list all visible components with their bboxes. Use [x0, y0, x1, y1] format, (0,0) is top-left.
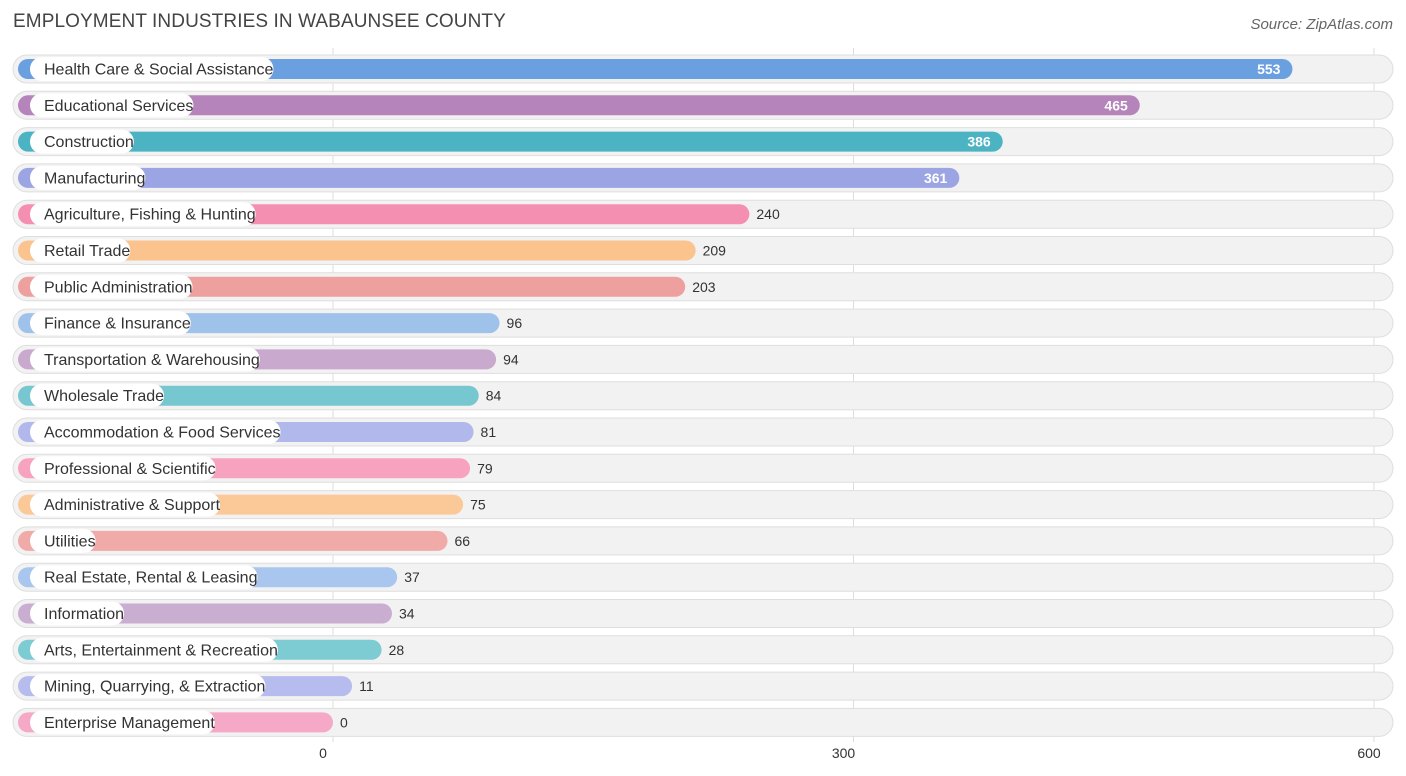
bar-label: Finance & Insurance [44, 316, 191, 333]
bar-label: Transportation & Warehousing [44, 352, 260, 369]
bar-value-label: 94 [503, 351, 519, 367]
bar-label-pill [30, 57, 274, 81]
bar-value-label: 28 [389, 642, 405, 658]
bar-value-label: 553 [1257, 61, 1281, 77]
bar-value-label: 96 [507, 315, 523, 331]
bars-group: Health Care & Social Assistance 553 Educat… [12, 54, 1394, 737]
bar-track [12, 707, 1394, 737]
bar-value-label: 386 [967, 134, 991, 150]
bar-label: Public Administration [44, 279, 193, 296]
x-tick-label: 0 [319, 745, 327, 761]
bar [18, 530, 448, 551]
bar-value-label: 79 [477, 460, 493, 476]
bar-row: Information 34 [12, 599, 1394, 628]
bar-label: Information [44, 606, 124, 623]
bar-row: Manufacturing 361 [12, 163, 1394, 193]
bar-label-pill [30, 202, 256, 227]
bar-label: Health Care & Social Assistance [44, 62, 274, 79]
bar-label: Utilities [44, 533, 96, 550]
bar-row: Professional & Scientific 79 [12, 453, 1394, 483]
bar-row: Real Estate, Rental & Leasing 37 [12, 562, 1394, 592]
bar-row: Finance & Insurance 96 [12, 308, 1394, 338]
bar-value-label: 203 [692, 279, 716, 295]
bar-value-label: 361 [924, 170, 948, 186]
bar-value-label: 37 [404, 569, 420, 585]
bar-value-label: 0 [340, 714, 348, 730]
bar-row: Health Care & Social Assistance 553 [12, 54, 1394, 84]
bar [18, 240, 696, 261]
bar-label: Enterprise Management [44, 715, 215, 732]
x-tick-label: 300 [832, 745, 856, 761]
bar-label-pill [30, 93, 194, 118]
bar-label: Mining, Quarrying, & Extraction [44, 679, 265, 696]
bar-label-pill [30, 492, 221, 517]
bar-label: Construction [44, 134, 134, 151]
bar-row: Transportation & Warehousing 94 [12, 344, 1394, 374]
bar-label-pill [30, 347, 260, 372]
bar-row: Mining, Quarrying, & Extraction 11 [12, 671, 1394, 701]
bar-label: Wholesale Trade [44, 388, 164, 405]
bar-value-label: 34 [399, 606, 415, 622]
bar [18, 167, 960, 188]
bar-row: Agriculture, Fishing & Hunting 240 [12, 199, 1394, 229]
bar-label-pill [30, 601, 125, 626]
bar-value-label: 209 [703, 243, 727, 259]
bar-label: Accommodation & Food Services [44, 425, 281, 442]
bar-value-label: 66 [455, 533, 471, 549]
bar-label-pill [30, 456, 216, 481]
bar-value-label: 81 [481, 424, 497, 440]
bar-row: Administrative & Support 75 [12, 490, 1394, 520]
bar-row: Utilities 66 [12, 526, 1394, 556]
bar-row: Public Administration 203 [12, 272, 1394, 302]
chart-source: Source: ZipAtlas.com [1250, 16, 1393, 33]
bar-row: Retail Trade 209 [12, 236, 1394, 265]
bar-label-pill [30, 420, 281, 444]
bar-label: Retail Trade [44, 243, 130, 260]
bar-label: Educational Services [44, 98, 193, 115]
bar-row: Accommodation & Food Services 81 [12, 417, 1394, 447]
bar-value-label: 75 [470, 497, 486, 513]
bar-label-pill [30, 274, 193, 299]
bar-label: Manufacturing [44, 170, 145, 187]
bar [18, 59, 1293, 79]
bar-label: Agriculture, Fishing & Hunting [44, 207, 256, 224]
bar-track [12, 671, 1394, 701]
bar-label: Arts, Entertainment & Recreation [44, 642, 278, 659]
bar-value-label: 240 [756, 206, 780, 222]
bar [18, 131, 1003, 152]
bar-label-pill [30, 129, 134, 154]
bar-label-pill [30, 637, 278, 662]
bar-label-pill [30, 565, 258, 590]
bar-row: Construction 386 [12, 127, 1394, 157]
bar-value-label: 11 [359, 678, 374, 694]
bar-value-label: 84 [486, 388, 502, 404]
bar-label-pill [30, 710, 215, 735]
bar-label: Administrative & Support [44, 497, 221, 514]
bar-value-label: 465 [1104, 97, 1128, 113]
bar-label-pill [30, 674, 266, 699]
bar-label-pill [30, 383, 165, 408]
bar-row: Wholesale Trade 84 [12, 381, 1394, 411]
bar-label: Real Estate, Rental & Leasing [44, 570, 257, 587]
bar-label-pill [30, 238, 131, 263]
bar-label: Professional & Scientific [44, 461, 216, 478]
bar-label-pill [30, 528, 96, 553]
bar [18, 95, 1140, 116]
chart-title: EMPLOYMENT INDUSTRIES IN WABAUNSEE COUNT… [13, 11, 506, 32]
bar-label-pill [30, 311, 191, 336]
bar-row: Arts, Entertainment & Recreation 28 [12, 635, 1394, 665]
bar-row: Educational Services 465 [12, 90, 1394, 120]
bar-row: Enterprise Management 0 [12, 707, 1394, 737]
bar-label-pill [30, 165, 146, 190]
x-tick-label: 600 [1357, 745, 1381, 761]
